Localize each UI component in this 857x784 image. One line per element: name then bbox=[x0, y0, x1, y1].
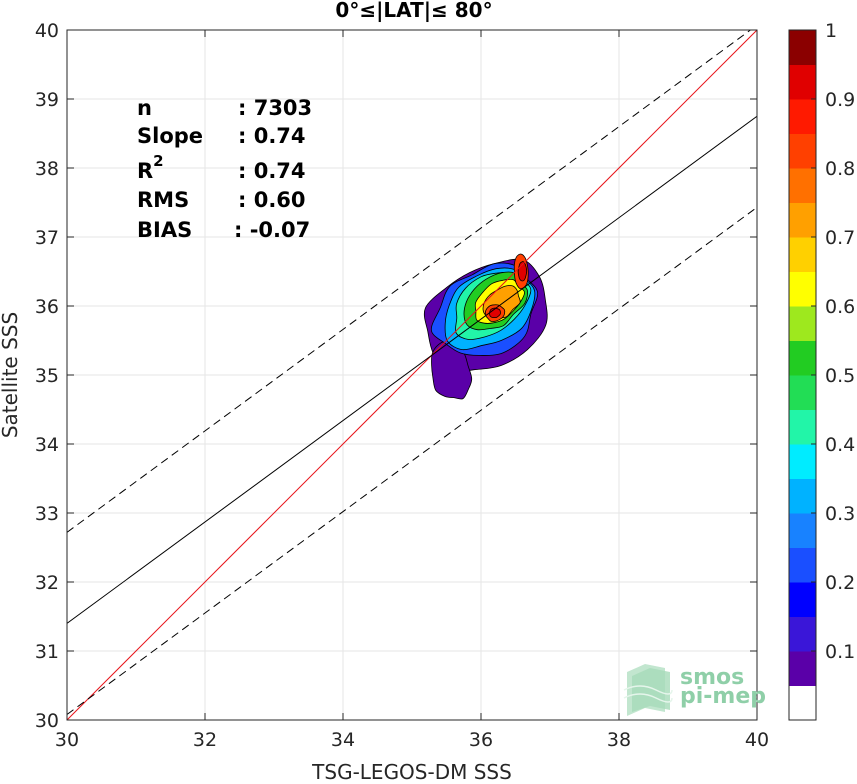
y-tick-label: 37 bbox=[35, 227, 59, 249]
y-axis-label: Satellite SSS bbox=[0, 312, 22, 438]
colorbar-segment bbox=[789, 513, 816, 548]
colorbar-segment bbox=[789, 30, 816, 65]
stat-value: : 0.74 bbox=[238, 124, 306, 148]
y-tick-label: 30 bbox=[35, 710, 59, 732]
stat-label: RMS bbox=[137, 188, 189, 212]
colorbar-segment bbox=[789, 409, 816, 445]
colorbar-segment bbox=[789, 685, 816, 721]
chart-title: 0°≤|LAT|≤ 80° bbox=[335, 0, 492, 22]
y-tick-label: 36 bbox=[35, 296, 59, 318]
colorbar-segment bbox=[789, 237, 816, 272]
grid-lines bbox=[66, 29, 758, 721]
y-tick-label: 35 bbox=[35, 365, 59, 387]
stat-value: : -0.07 bbox=[234, 218, 310, 242]
colorbar-segment bbox=[789, 99, 816, 134]
colorbar-segment bbox=[789, 202, 816, 238]
colorbar-segment bbox=[789, 547, 816, 583]
colorbar-tick-label: 0.9 bbox=[825, 89, 855, 111]
y-tick-label: 40 bbox=[35, 20, 59, 42]
colorbar-segment bbox=[789, 271, 816, 307]
stat-label: n bbox=[137, 96, 152, 120]
stat-label: BIAS bbox=[137, 218, 192, 242]
colorbar-segment bbox=[789, 375, 816, 410]
x-axis-label: TSG-LEGOS-DM SSS bbox=[311, 760, 512, 784]
y-tick-label: 33 bbox=[35, 503, 59, 525]
colorbar-segment bbox=[789, 306, 816, 341]
logo-text-line1: smos bbox=[680, 665, 744, 690]
colorbar-tick-label: 0.6 bbox=[825, 296, 855, 318]
stat-superscript: 2 bbox=[153, 152, 163, 170]
x-tick-label: 34 bbox=[331, 729, 355, 751]
stat-label: Slope bbox=[137, 124, 203, 148]
smos-pi-mep-logo: smos pi-mep bbox=[623, 664, 766, 716]
colorbar-tick-label: 0.3 bbox=[825, 503, 855, 525]
x-tick-label: 38 bbox=[607, 729, 631, 751]
y-tick-label: 34 bbox=[35, 434, 59, 456]
logo-icon bbox=[623, 664, 673, 716]
identity-line bbox=[67, 30, 757, 720]
colorbar-tick-label: 0.7 bbox=[825, 227, 855, 249]
y-axis: 30 31 32 33 34 35 36 37 38 39 40 bbox=[35, 20, 757, 732]
x-tick-label: 32 bbox=[193, 729, 217, 751]
x-axis: 30 32 34 36 38 40 bbox=[55, 30, 769, 751]
colorbar-segment bbox=[789, 616, 816, 652]
x-tick-label: 40 bbox=[745, 729, 769, 751]
logo-text-line2: pi-mep bbox=[680, 684, 766, 709]
colorbar-segment bbox=[789, 64, 816, 100]
x-tick-label: 30 bbox=[55, 729, 79, 751]
y-tick-label: 31 bbox=[35, 641, 59, 663]
colorbar: 0.1 0.2 0.3 0.4 0.5 0.6 0.7 0.8 0.9 1 bbox=[788, 20, 855, 721]
colorbar-segment bbox=[789, 478, 816, 514]
colorbar-segment bbox=[789, 168, 816, 203]
colorbar-segment bbox=[789, 133, 816, 169]
colorbar-tick-label: 0.2 bbox=[825, 572, 855, 594]
contour-level bbox=[489, 307, 501, 319]
colorbar-tick-label: 0.5 bbox=[825, 365, 855, 387]
colorbar-segment bbox=[789, 651, 816, 686]
y-tick-label: 39 bbox=[35, 89, 59, 111]
y-tick-label: 38 bbox=[35, 158, 59, 180]
colorbar-segment bbox=[789, 582, 816, 617]
regression-line bbox=[67, 115, 757, 624]
colorbar-tick-label: 0.8 bbox=[825, 158, 855, 180]
colorbar-tick-label: 0.1 bbox=[825, 641, 855, 663]
stat-value: : 0.60 bbox=[238, 188, 306, 212]
y-tick-label: 32 bbox=[35, 572, 59, 594]
reference-lines bbox=[67, 30, 757, 720]
stat-value: : 7303 bbox=[238, 96, 312, 120]
colorbar-tick-label: 0.4 bbox=[825, 434, 855, 456]
colorbar-segment bbox=[789, 444, 816, 479]
colorbar-segment bbox=[789, 340, 816, 376]
stat-value: : 0.74 bbox=[238, 159, 306, 183]
colorbar-tick-label: 1 bbox=[825, 20, 837, 42]
x-tick-label: 36 bbox=[469, 729, 493, 751]
